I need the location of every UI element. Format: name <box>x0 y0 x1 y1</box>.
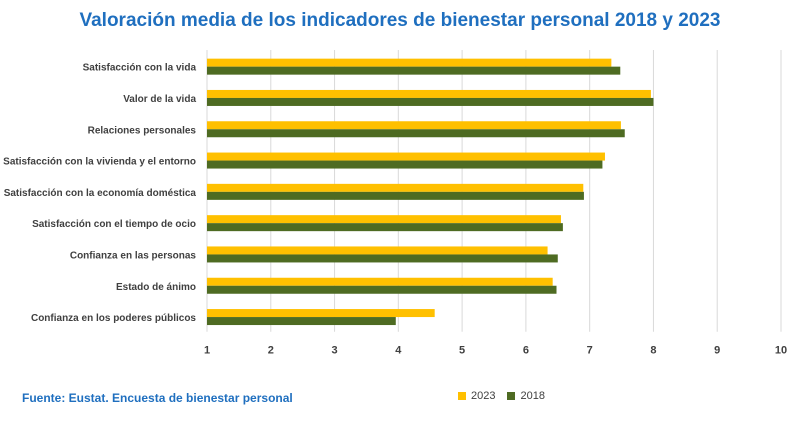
bar-2023-3 <box>207 152 605 161</box>
x-tick-labels: 1 2 3 4 5 6 7 8 9 10 <box>204 345 787 357</box>
legend-swatch-2023 <box>458 392 466 400</box>
bar-2018-8 <box>207 317 396 326</box>
legend-label-2018: 2018 <box>520 390 545 402</box>
x-tick-label: 1 <box>204 345 210 357</box>
x-tick-label: 6 <box>523 345 529 357</box>
bar-2018-1 <box>207 97 654 106</box>
x-tick-label: 4 <box>395 345 402 357</box>
legend-swatch-2018 <box>507 392 516 400</box>
legend: 2023 2018 <box>458 390 557 402</box>
bar-2023-4 <box>207 183 584 192</box>
category-label: Satisfacción con la economía doméstica <box>4 188 197 199</box>
bars <box>207 58 654 326</box>
bar-2023-5 <box>207 215 561 224</box>
bar-2018-3 <box>207 160 603 169</box>
bar-2023-8 <box>207 309 435 318</box>
bar-2018-4 <box>207 191 584 200</box>
category-label: Satisfacción con la vivienda y el entorn… <box>3 157 196 168</box>
bar-2023-1 <box>207 89 651 98</box>
category-label: Relaciones personales <box>88 125 197 136</box>
bar-2023-7 <box>207 277 553 286</box>
x-tick-label: 3 <box>331 345 337 357</box>
category-label: Satisfacción con el tiempo de ocio <box>32 219 196 230</box>
x-tick-label: 5 <box>459 345 465 357</box>
x-tick-label: 7 <box>587 345 593 357</box>
category-labels: Satisfacción con la vida Valor de la vida… <box>3 63 196 324</box>
bar-2023-2 <box>207 121 621 130</box>
bar-2023-0 <box>207 58 612 67</box>
category-label: Valor de la vida <box>123 94 196 105</box>
bar-2023-6 <box>207 246 548 255</box>
legend-label-2023: 2023 <box>471 390 496 402</box>
category-label: Satisfacción con la vida <box>83 63 197 74</box>
x-tick-label: 2 <box>268 345 274 357</box>
legend-item-2018: 2018 <box>507 390 545 402</box>
bar-2018-0 <box>207 66 621 75</box>
chart-title: Valoración media de los indicadores de b… <box>79 10 721 31</box>
x-tick-label: 8 <box>650 345 656 357</box>
x-tick-label: 9 <box>714 345 720 357</box>
bar-2018-7 <box>207 285 557 294</box>
bar-2018-2 <box>207 129 625 138</box>
category-label: Estado de ánimo <box>116 282 196 293</box>
legend-item-2023: 2023 <box>458 390 495 402</box>
category-label: Confianza en los poderes públicos <box>31 313 196 324</box>
bar-2018-5 <box>207 223 563 232</box>
bar-2018-6 <box>207 254 558 263</box>
source-note: Fuente: Eustat. Encuesta de bienestar pe… <box>22 391 293 405</box>
x-tick-label: 10 <box>775 345 787 357</box>
category-label: Confianza en las personas <box>70 250 197 261</box>
